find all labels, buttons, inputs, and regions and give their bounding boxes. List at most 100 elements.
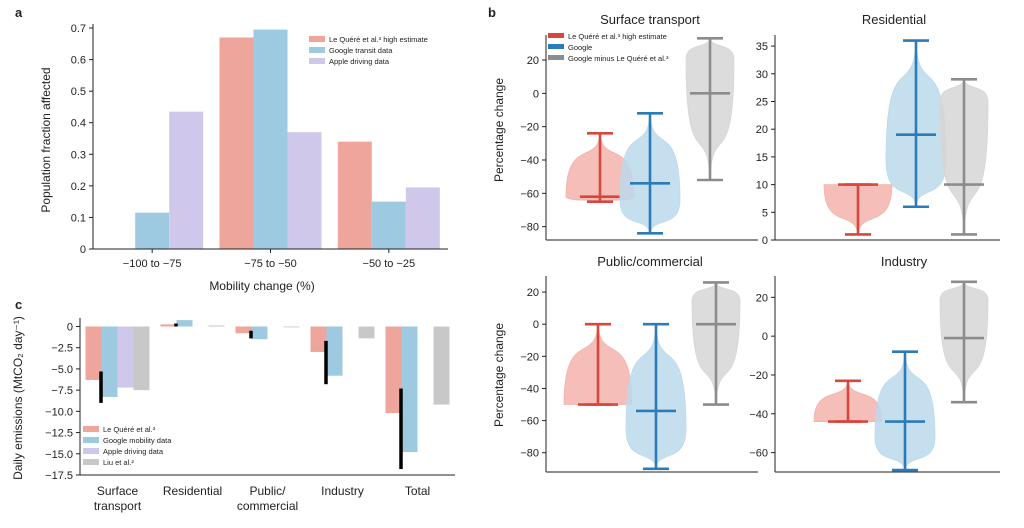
panel-b-subplot-title: Residential bbox=[862, 12, 926, 27]
panel-a-x-tick-label: −50 to −25 bbox=[363, 258, 416, 270]
panel-c-y-tick-label: −2.5 bbox=[51, 343, 73, 355]
panel-c-bar-google-mobility-data-4 bbox=[401, 326, 418, 453]
panel-c-legend-swatch bbox=[83, 426, 99, 432]
panel-b-y-tick-label: 20 bbox=[756, 124, 768, 136]
panel-b-subplot-residential: Residential 0 5 10 15 20 25 30 35 bbox=[756, 12, 1000, 247]
panel-b-y-axis-label-bottom: Percentage change bbox=[492, 323, 506, 427]
panel-b-subplot-surface-transport: Surface transport −80 −60 −40 −20 0 20 bbox=[520, 12, 758, 241]
panel-c-bar-le-qu-r-et-al-3 bbox=[310, 326, 327, 352]
panel-c-legend-label: Google mobility data bbox=[103, 436, 172, 445]
panel-a-y-tick-label: 0.7 bbox=[71, 23, 86, 35]
panel-b-y-tick-label: 0 bbox=[762, 331, 768, 343]
panel-a-y-tick-label: 0.4 bbox=[71, 118, 86, 130]
panel-c-y-axis-label: Daily emissions (MtCO₂ day⁻¹) bbox=[11, 316, 25, 480]
panel-c-legend-label: Apple driving data bbox=[103, 447, 164, 456]
panel-b-letter: b bbox=[488, 5, 496, 20]
panel-c-bar-google-mobility-data-1 bbox=[176, 320, 193, 327]
panel-a-y-axis-label: Population fraction affected bbox=[39, 67, 53, 212]
panel-a-x-tick-label: −75 to −50 bbox=[244, 258, 297, 270]
panel-b-violin-charts: Surface transport−80−60−40−20020Resident… bbox=[492, 12, 1000, 473]
panel-b-y-tick-label: 20 bbox=[756, 292, 768, 304]
panel-c-x-tick-label: commercial bbox=[237, 499, 298, 513]
panel-c-x-tick-label: Public/ bbox=[249, 484, 286, 498]
panel-c-y-tick-label: −17.5 bbox=[45, 470, 73, 482]
panel-c-legend-label: Liu et al.² bbox=[103, 458, 134, 467]
panel-b-y-tick-label: −60 bbox=[520, 416, 539, 428]
panel-b-y-tick-label: 15 bbox=[756, 152, 768, 164]
panel-c-legend-swatch bbox=[83, 437, 99, 443]
panel-c-bar-google-mobility-data-3 bbox=[326, 326, 343, 376]
panel-a-bar-apple-driving-data-2 bbox=[405, 187, 440, 249]
panel-b-legend-label: Google bbox=[568, 43, 592, 52]
panel-c-bar-google-mobility-data-2 bbox=[251, 326, 268, 340]
panel-a-legend-swatch bbox=[309, 36, 325, 42]
panel-c-y-tick-label: −10.0 bbox=[45, 406, 73, 418]
panel-a-legend-swatch bbox=[309, 58, 325, 64]
panel-c-y-tick-label: −7.5 bbox=[51, 385, 73, 397]
panel-b-y-tick-label: −40 bbox=[520, 155, 539, 167]
panel-a-bar-google-transit-data-1 bbox=[253, 29, 288, 250]
panel-b-legend-label: Le Quéré et al.³ high estimate bbox=[568, 32, 667, 41]
panel-c-bar-le-qu-r-et-al-0 bbox=[85, 326, 102, 380]
panel-c-bar-le-qu-r-et-al-2 bbox=[235, 326, 252, 334]
panel-a-bar-apple-driving-data-1 bbox=[287, 132, 322, 249]
panel-a-bar-apple-driving-data-0 bbox=[169, 111, 204, 250]
panel-a-legend-swatch bbox=[309, 47, 325, 53]
panel-a-x-axis-label: Mobility change (%) bbox=[209, 279, 314, 293]
panel-b-subplot-title: Industry bbox=[881, 254, 928, 269]
panel-b-subplot-industry: Industry −60 −40 −20 0 20 bbox=[749, 254, 1000, 473]
panel-c-y-tick-label: −5.0 bbox=[51, 364, 73, 376]
panel-a-bar-google-transit-data-0 bbox=[135, 212, 170, 249]
panel-b-subplot-title: Surface transport bbox=[600, 12, 700, 27]
panel-a-letter: a bbox=[15, 5, 23, 20]
panel-c-bar-liu-et-al-3 bbox=[358, 326, 375, 339]
panel-a-y-tick-label: 0.3 bbox=[71, 149, 86, 161]
panel-a-bar-le-qu-r-et-al-high-estimate-2 bbox=[337, 141, 372, 249]
panel-c-bar-liu-et-al-2 bbox=[283, 326, 300, 328]
panel-a-y-tick-label: 0.6 bbox=[71, 55, 86, 67]
panel-c-legend-swatch bbox=[83, 459, 99, 465]
panel-c-legend-label: Le Quéré et al.³ bbox=[103, 425, 156, 434]
panel-b-subplot-public-commercial: Public/commercial −80 −60 −40 −20 0 20 bbox=[520, 254, 758, 473]
panel-b-y-tick-label: −80 bbox=[520, 448, 539, 460]
panel-c-bar-liu-et-al-0 bbox=[133, 326, 150, 391]
panel-a-y-tick-label: 0 bbox=[80, 244, 86, 256]
panel-c-bar-apple-driving-data-0 bbox=[117, 326, 134, 388]
panel-b-y-tick-label: −80 bbox=[520, 222, 539, 234]
panel-b-y-tick-label: 20 bbox=[527, 55, 539, 67]
panel-b-y-tick-label: 5 bbox=[762, 207, 768, 219]
panel-c-letter: c bbox=[15, 297, 22, 312]
panel-b-y-tick-label: 30 bbox=[756, 69, 768, 81]
panel-b-y-tick-label: −40 bbox=[520, 383, 539, 395]
panel-a-y-tick-label: 0.5 bbox=[71, 86, 86, 98]
panel-c-bar-le-qu-r-et-al-1 bbox=[160, 324, 177, 327]
panel-b-y-tick-label: 0 bbox=[762, 235, 768, 247]
panel-c-bar-liu-et-al-4 bbox=[433, 326, 450, 405]
panel-a-legend-label: Le Quéré et al.³ high estimate bbox=[329, 35, 428, 44]
panel-b-y-tick-label: −60 bbox=[749, 448, 768, 460]
panel-b-y-tick-label: 0 bbox=[533, 88, 539, 100]
panel-b-y-tick-label: 25 bbox=[756, 96, 768, 108]
panel-c-bar-le-qu-r-et-al-4 bbox=[385, 326, 402, 414]
panel-c-x-tick-label: Surface bbox=[97, 484, 139, 498]
panel-a-legend-label: Google transit data bbox=[329, 46, 393, 55]
panel-c-bar-liu-et-al-1 bbox=[208, 325, 225, 327]
panel-a-y-tick-label: 0.2 bbox=[71, 181, 86, 193]
panel-a-bar-google-transit-data-2 bbox=[371, 201, 406, 249]
panel-c-legend-swatch bbox=[83, 448, 99, 454]
panel-b-y-tick-label: 35 bbox=[756, 41, 768, 53]
panel-b-y-tick-label: −60 bbox=[520, 188, 539, 200]
panel-b-legend-label: Google minus Le Quéré et al.³ bbox=[568, 54, 669, 63]
panel-c-x-tick-label: Total bbox=[405, 484, 430, 498]
panel-c-bar-google-mobility-data-0 bbox=[101, 326, 118, 397]
panel-b-y-tick-label: 10 bbox=[756, 180, 768, 192]
panel-c-y-tick-label: 0 bbox=[67, 321, 73, 333]
panel-b-y-tick-label: −20 bbox=[520, 122, 539, 134]
panel-c-x-tick-label: Industry bbox=[321, 484, 364, 498]
panel-a-x-tick-label: −100 to −75 bbox=[123, 258, 182, 270]
panel-c-y-tick-label: −12.5 bbox=[45, 428, 73, 440]
panel-b-legend-swatch bbox=[548, 55, 564, 60]
panel-b-y-tick-label: 20 bbox=[527, 287, 539, 299]
